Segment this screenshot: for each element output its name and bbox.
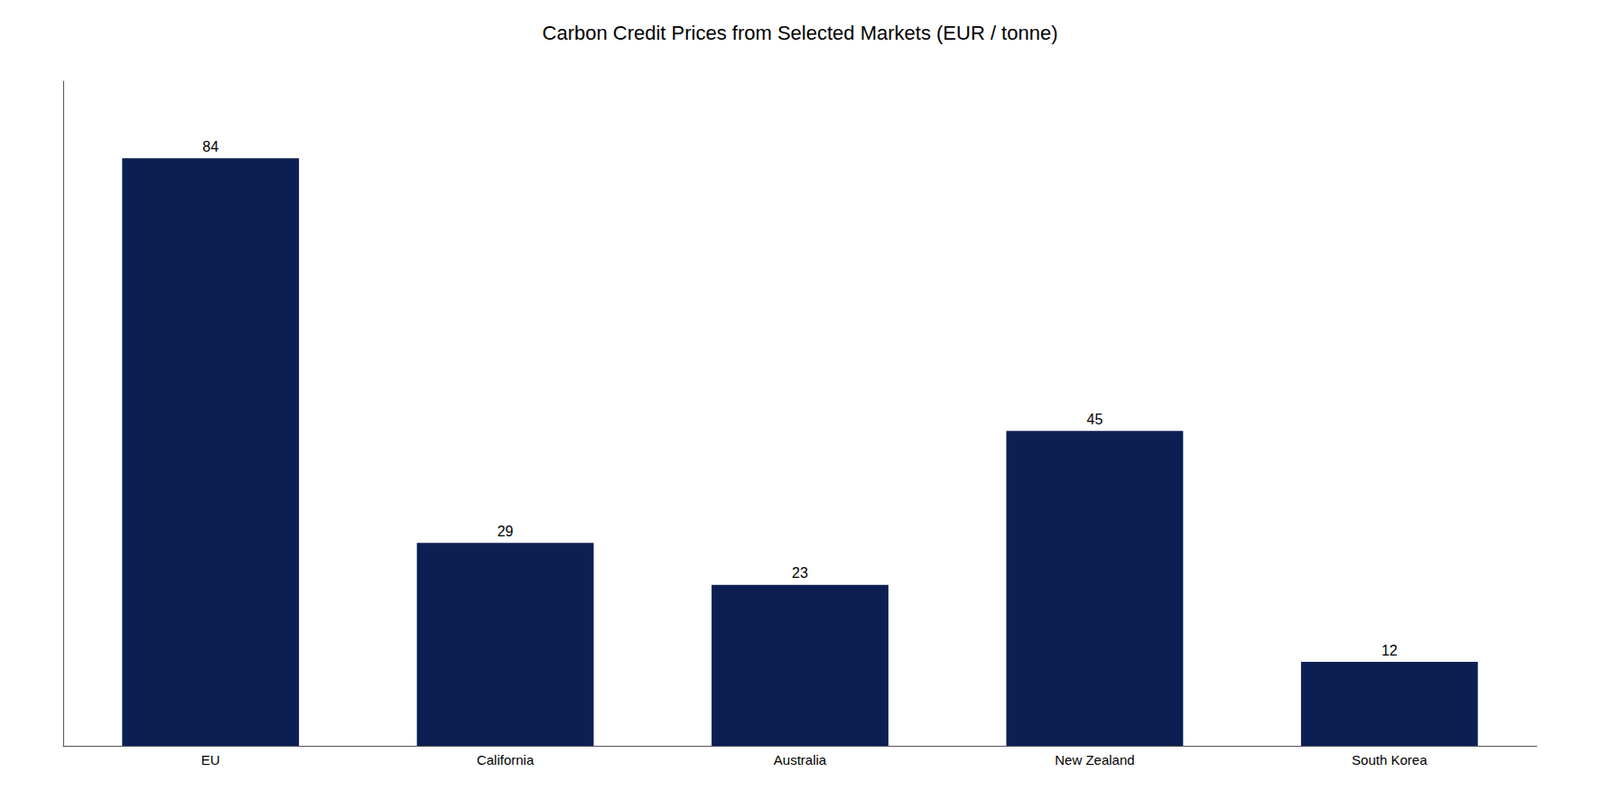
svg-text:29: 29 <box>497 523 514 540</box>
svg-text:Carbon Credit Prices from Sele: Carbon Credit Prices from Selected Marke… <box>542 21 1059 45</box>
svg-text:84: 84 <box>202 139 219 155</box>
svg-text:EU: EU <box>201 752 221 768</box>
svg-text:New Zealand: New Zealand <box>1054 752 1135 768</box>
svg-text:23: 23 <box>791 565 809 581</box>
svg-text:45: 45 <box>1087 411 1104 428</box>
svg-text:California: California <box>476 752 535 768</box>
svg-text:South Korea: South Korea <box>1351 752 1428 768</box>
svg-text:12: 12 <box>1381 642 1398 659</box>
svg-text:Australia: Australia <box>773 752 828 768</box>
